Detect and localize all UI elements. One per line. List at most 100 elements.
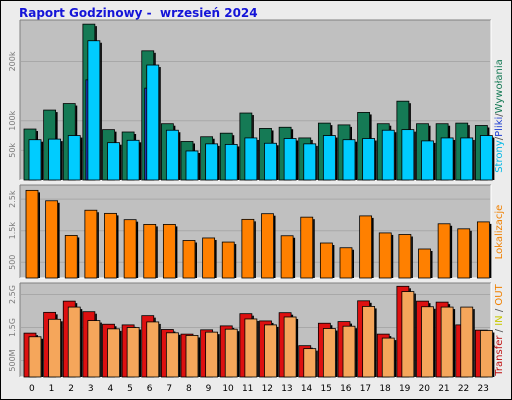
out-bar (283, 316, 297, 378)
pages-bar (165, 129, 179, 181)
sites-bar (280, 235, 294, 279)
sites-bar (202, 237, 216, 279)
x-tick-label: 3 (88, 384, 94, 394)
out-bar (185, 335, 199, 378)
pages-bar (48, 138, 62, 181)
x-tick-label: 7 (166, 384, 172, 394)
y-tick-label: 2.5k (8, 190, 17, 208)
out-bar (440, 306, 454, 378)
pages-files-hits-label: Strony/Pliki/Wywołania (494, 59, 505, 173)
sites-bar (162, 224, 176, 279)
x-tick-label: 0 (29, 384, 35, 394)
x-tick-label: 1 (49, 384, 55, 394)
x-tick-label: 23 (477, 384, 488, 394)
sites-bar (359, 215, 373, 279)
x-tick-label: 19 (399, 384, 411, 394)
x-tick-label: 21 (438, 384, 449, 394)
out-bar (146, 321, 160, 378)
pages-bar (401, 129, 415, 181)
x-tick-label: 8 (186, 384, 192, 394)
transfer-in-out-label-part: / (494, 306, 505, 316)
y-tick-label: 100k (8, 110, 17, 130)
transfer-in-out-label-part: / (494, 326, 505, 336)
out-bar (460, 306, 474, 378)
x-tick-label: 5 (127, 384, 133, 394)
x-tick-label: 2 (68, 384, 74, 394)
x-tick-label: 4 (107, 384, 113, 394)
out-bar (362, 306, 376, 378)
pages-bar (440, 137, 454, 181)
sites-bar (398, 234, 412, 279)
x-tick-label: 6 (147, 384, 153, 394)
pages-bar (244, 137, 258, 181)
sites-bar (476, 221, 490, 279)
pages-bar (205, 143, 219, 181)
sites-bar (84, 209, 98, 279)
x-tick-label: 18 (379, 384, 391, 394)
pages-bar (126, 139, 140, 181)
out-bar (67, 306, 81, 378)
y-tick-label: 2.5G (8, 285, 17, 304)
pages-bar (283, 138, 297, 181)
pages-files-hits-label-part: Wywołania (494, 59, 505, 113)
sites-bar (25, 189, 39, 279)
pages-bar (67, 135, 81, 181)
pages-bar (107, 142, 120, 181)
pages-bar (479, 135, 493, 181)
pages-files-hits-label-part: Strony (494, 140, 505, 173)
sites-bar (45, 200, 59, 279)
x-tick-label: 12 (262, 384, 273, 394)
sites-bar (123, 219, 137, 279)
pages-bar (264, 142, 277, 181)
sites-label: Lokalizacje (494, 205, 505, 260)
out-bar (322, 328, 336, 378)
pages-files-hits-label-part: Pliki (494, 117, 505, 137)
pages-bar (460, 137, 474, 181)
sites-bar (64, 235, 78, 279)
out-bar (342, 325, 356, 378)
transfer-in-out-label-part: OUT (494, 283, 505, 305)
sites-bar (339, 247, 353, 279)
out-bar (224, 328, 238, 378)
out-bar (479, 330, 493, 378)
report-title: Raport Godzinowy - wrzesień 2024 (19, 6, 258, 20)
sites-bar (457, 228, 471, 279)
out-bar (303, 348, 317, 378)
out-bar (126, 327, 140, 378)
out-bar (264, 324, 277, 378)
sites-bar (437, 223, 451, 279)
sites-bar (241, 218, 255, 279)
pages-bar (342, 139, 356, 181)
pages-bar (146, 64, 160, 181)
out-bar (48, 318, 62, 378)
out-bar (87, 320, 101, 378)
sites-bar (261, 213, 274, 279)
out-bar (244, 318, 258, 378)
x-tick-label: 22 (458, 384, 469, 394)
sites-label-part: Lokalizacje (494, 205, 505, 260)
sites-bar (378, 232, 392, 279)
x-tick-label: 17 (360, 384, 371, 394)
sites-bar (143, 224, 157, 279)
x-tick-label: 10 (222, 384, 234, 394)
x-tick-label: 20 (419, 384, 431, 394)
x-tick-label: 13 (281, 384, 292, 394)
out-bar (165, 332, 179, 378)
pages-bar (362, 138, 376, 181)
sites-bar (418, 248, 431, 279)
pages-bar (87, 40, 101, 181)
transfer-in-out-label-part: Transfer (494, 335, 505, 377)
x-tick-label: 11 (242, 384, 253, 394)
pages-files-hits-label-part: / (494, 113, 505, 117)
x-tick-label: 15 (320, 384, 331, 394)
y-tick-label: 500M (8, 349, 17, 371)
pages-bar (303, 143, 317, 181)
sites-bar (104, 212, 117, 279)
out-bar (107, 328, 120, 378)
out-bar (381, 337, 395, 378)
transfer-in-out-label-part: IN (494, 315, 505, 325)
x-tick-label: 9 (206, 384, 212, 394)
y-tick-label: 1.5G (8, 318, 17, 337)
out-bar (421, 306, 434, 378)
pages-bar (28, 139, 42, 181)
